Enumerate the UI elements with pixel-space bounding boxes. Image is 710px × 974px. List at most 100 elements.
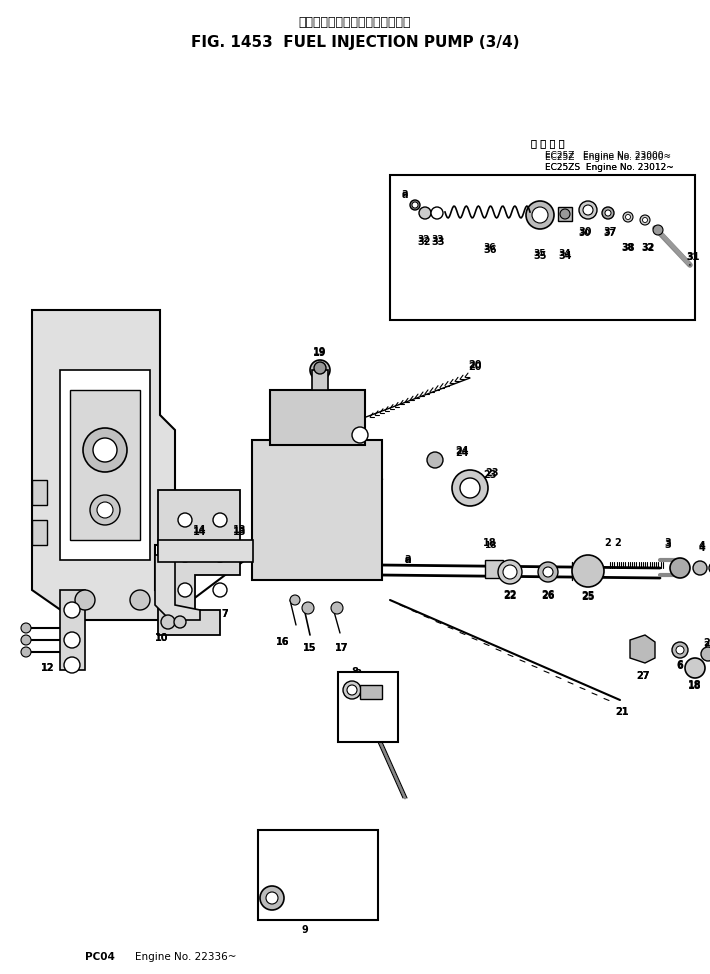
Bar xyxy=(252,440,382,580)
Text: 18: 18 xyxy=(688,681,701,691)
Text: 4: 4 xyxy=(699,541,705,551)
Text: 16: 16 xyxy=(276,637,290,647)
Circle shape xyxy=(343,681,361,699)
Circle shape xyxy=(352,427,368,443)
Text: EC25Z   Engine No. 23000~: EC25Z Engine No. 23000~ xyxy=(545,153,671,162)
Bar xyxy=(70,390,140,540)
Text: 1e: 1e xyxy=(280,417,294,427)
Text: a: a xyxy=(402,190,408,200)
Circle shape xyxy=(347,685,357,695)
Text: 9: 9 xyxy=(376,693,383,703)
Text: 18: 18 xyxy=(688,680,701,690)
Circle shape xyxy=(419,207,431,219)
Text: 28: 28 xyxy=(704,641,710,650)
Text: 6: 6 xyxy=(677,661,683,671)
Circle shape xyxy=(213,583,227,597)
Circle shape xyxy=(64,602,80,618)
Circle shape xyxy=(310,360,330,380)
Text: 2: 2 xyxy=(605,538,611,548)
Polygon shape xyxy=(158,490,240,635)
Circle shape xyxy=(640,215,650,225)
Text: 4: 4 xyxy=(699,543,705,553)
Polygon shape xyxy=(32,310,175,620)
Text: 31: 31 xyxy=(687,252,700,262)
Text: a: a xyxy=(402,188,408,198)
Text: 17: 17 xyxy=(335,643,349,653)
Circle shape xyxy=(538,562,558,582)
Circle shape xyxy=(427,452,443,468)
Text: 9: 9 xyxy=(378,725,386,735)
Text: フェエルインジェクションポンプ: フェエルインジェクションポンプ xyxy=(299,16,411,28)
Text: 24: 24 xyxy=(455,446,469,456)
Text: 27: 27 xyxy=(636,671,650,681)
Text: 1: 1 xyxy=(376,472,383,482)
Text: 1e: 1e xyxy=(278,417,292,427)
Polygon shape xyxy=(155,555,200,620)
Circle shape xyxy=(213,548,227,562)
Bar xyxy=(338,672,398,742)
Circle shape xyxy=(579,201,597,219)
Bar xyxy=(390,175,695,320)
Text: 25: 25 xyxy=(581,591,595,601)
Circle shape xyxy=(602,207,614,219)
Circle shape xyxy=(670,558,690,578)
Text: a: a xyxy=(405,555,411,565)
Text: 19: 19 xyxy=(313,347,327,357)
Text: FIG. 1453  FUEL INJECTION PUMP (3/4): FIG. 1453 FUEL INJECTION PUMP (3/4) xyxy=(191,34,519,50)
Text: 14: 14 xyxy=(193,525,207,535)
Circle shape xyxy=(672,642,688,658)
Text: 13: 13 xyxy=(234,527,247,537)
Circle shape xyxy=(626,214,630,219)
Text: 12: 12 xyxy=(41,663,55,673)
Text: a: a xyxy=(405,555,411,565)
Text: 38: 38 xyxy=(622,243,634,251)
Text: 8: 8 xyxy=(351,667,359,677)
Text: 22: 22 xyxy=(503,591,517,601)
Circle shape xyxy=(653,225,663,235)
Circle shape xyxy=(560,209,570,219)
Text: 27: 27 xyxy=(636,671,650,681)
Circle shape xyxy=(290,595,300,605)
Text: 6: 6 xyxy=(677,660,683,670)
Circle shape xyxy=(21,623,31,633)
Circle shape xyxy=(178,548,192,562)
Text: 1: 1 xyxy=(255,463,261,473)
Text: 36: 36 xyxy=(484,245,497,255)
Circle shape xyxy=(583,205,593,215)
Bar xyxy=(32,480,47,505)
Text: 20: 20 xyxy=(469,362,482,372)
Bar xyxy=(32,520,47,545)
Text: 23: 23 xyxy=(484,470,497,480)
Text: 18: 18 xyxy=(484,541,496,549)
Circle shape xyxy=(266,892,278,904)
Text: 32: 32 xyxy=(641,243,655,253)
Text: EC25ZS  Engine No. 23012~: EC25ZS Engine No. 23012~ xyxy=(545,164,674,172)
Circle shape xyxy=(410,200,420,210)
Circle shape xyxy=(331,602,343,614)
Text: 適 用 号 機: 適 用 号 機 xyxy=(531,138,565,148)
Circle shape xyxy=(605,210,611,216)
Circle shape xyxy=(93,438,117,462)
Bar xyxy=(485,560,503,578)
Circle shape xyxy=(21,635,31,645)
Bar xyxy=(60,370,150,560)
Text: 37: 37 xyxy=(604,230,616,239)
Text: 34: 34 xyxy=(558,251,572,261)
Circle shape xyxy=(543,567,553,577)
Circle shape xyxy=(161,615,175,629)
Text: 17: 17 xyxy=(335,643,349,653)
Text: 32: 32 xyxy=(417,236,430,244)
Text: 30: 30 xyxy=(579,230,591,239)
Polygon shape xyxy=(630,635,655,663)
Text: 適 用 号 機: 適 用 号 機 xyxy=(531,138,565,148)
Text: 15: 15 xyxy=(303,643,317,653)
Text: PC04: PC04 xyxy=(85,952,115,962)
Text: 3: 3 xyxy=(665,538,672,548)
Text: 30: 30 xyxy=(578,227,591,237)
Text: 35: 35 xyxy=(534,249,546,258)
Text: 21: 21 xyxy=(616,707,629,717)
Circle shape xyxy=(90,495,120,525)
Text: 3: 3 xyxy=(665,540,672,550)
Text: 34: 34 xyxy=(559,249,572,258)
Text: 36: 36 xyxy=(484,244,496,252)
